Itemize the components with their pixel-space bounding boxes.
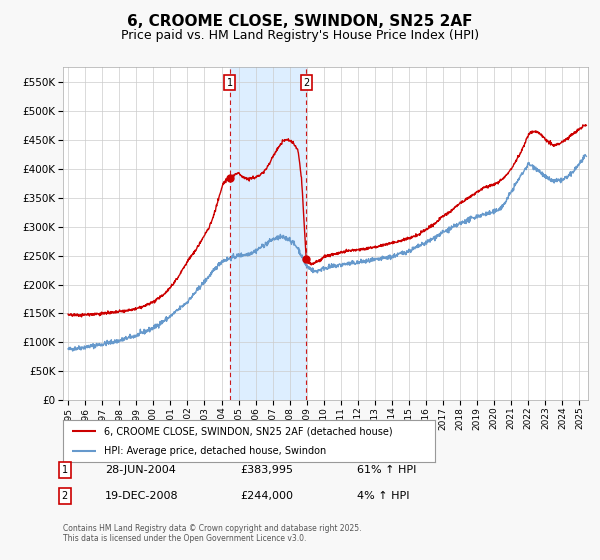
Bar bbox=[230, 67, 306, 400]
Text: 1: 1 bbox=[62, 465, 68, 475]
Text: £383,995: £383,995 bbox=[240, 465, 293, 475]
Text: 6, CROOME CLOSE, SWINDON, SN25 2AF: 6, CROOME CLOSE, SWINDON, SN25 2AF bbox=[127, 14, 473, 29]
Text: 2: 2 bbox=[303, 78, 310, 88]
Text: 2: 2 bbox=[62, 491, 68, 501]
Text: Price paid vs. HM Land Registry's House Price Index (HPI): Price paid vs. HM Land Registry's House … bbox=[121, 29, 479, 42]
Text: HPI: Average price, detached house, Swindon: HPI: Average price, detached house, Swin… bbox=[104, 446, 326, 456]
Text: 6, CROOME CLOSE, SWINDON, SN25 2AF (detached house): 6, CROOME CLOSE, SWINDON, SN25 2AF (deta… bbox=[104, 426, 392, 436]
Text: £244,000: £244,000 bbox=[240, 491, 293, 501]
Text: 4% ↑ HPI: 4% ↑ HPI bbox=[357, 491, 409, 501]
Text: 61% ↑ HPI: 61% ↑ HPI bbox=[357, 465, 416, 475]
Text: Contains HM Land Registry data © Crown copyright and database right 2025.
This d: Contains HM Land Registry data © Crown c… bbox=[63, 524, 361, 543]
Text: 1: 1 bbox=[227, 78, 233, 88]
Text: 19-DEC-2008: 19-DEC-2008 bbox=[105, 491, 179, 501]
Text: 28-JUN-2004: 28-JUN-2004 bbox=[105, 465, 176, 475]
